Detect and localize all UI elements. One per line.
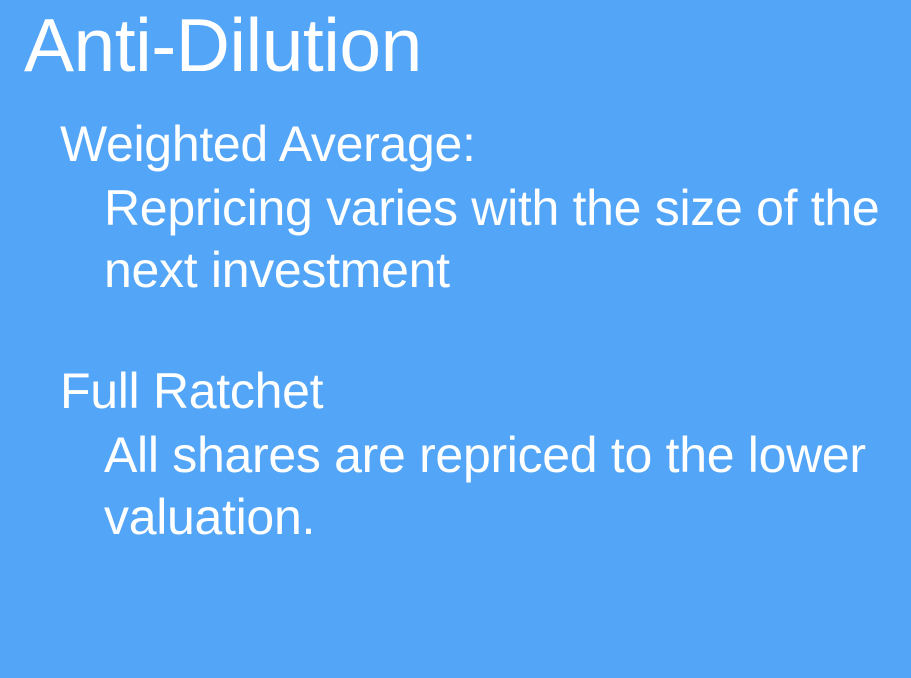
- section-body: All shares are repriced to the lower val…: [60, 424, 887, 549]
- section-weighted-average: Weighted Average: Repricing varies with …: [24, 115, 887, 302]
- slide: Anti-Dilution Weighted Average: Repricin…: [0, 0, 911, 678]
- section-heading: Weighted Average:: [60, 115, 887, 173]
- section-heading: Full Ratchet: [60, 362, 887, 420]
- section-full-ratchet: Full Ratchet All shares are repriced to …: [24, 362, 887, 549]
- section-body: Repricing varies with the size of the ne…: [60, 177, 887, 302]
- slide-title: Anti-Dilution: [24, 0, 887, 85]
